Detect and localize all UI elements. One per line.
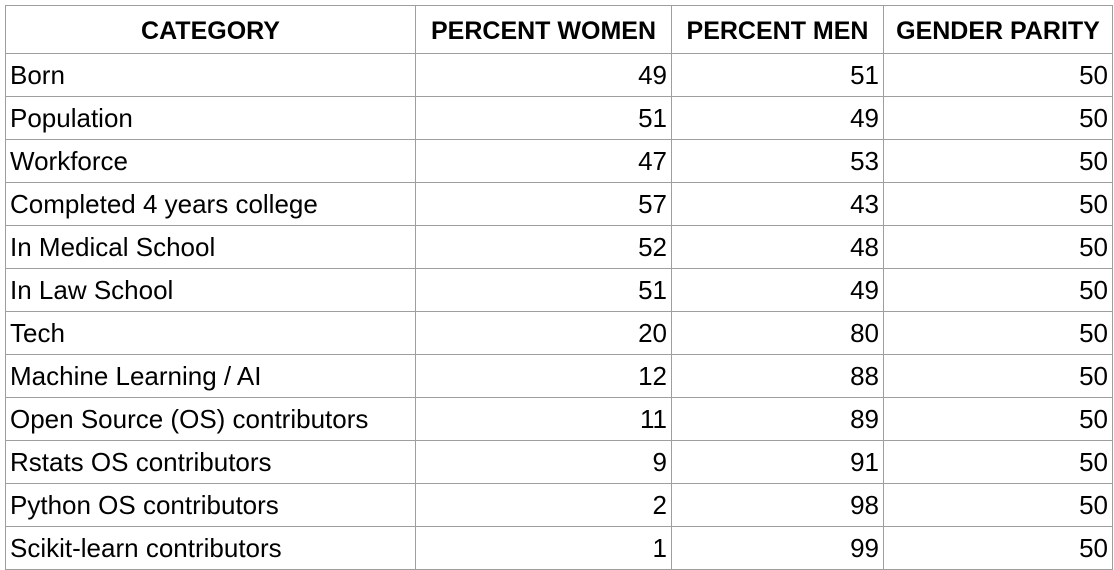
cell-gender-parity[interactable]: 50 bbox=[883, 182, 1113, 226]
cell-percent-men[interactable]: 53 bbox=[671, 139, 884, 183]
cell-category[interactable]: Completed 4 years college bbox=[5, 182, 416, 226]
cell-percent-women[interactable]: 12 bbox=[415, 354, 672, 398]
cell-category[interactable]: Workforce bbox=[5, 139, 416, 183]
cell-percent-men[interactable]: 91 bbox=[671, 440, 884, 484]
header-percent-women[interactable]: PERCENT WOMEN bbox=[415, 5, 672, 54]
cell-percent-women[interactable]: 57 bbox=[415, 182, 672, 226]
cell-gender-parity[interactable]: 50 bbox=[883, 53, 1113, 97]
table-row: Open Source (OS) contributors 11 89 50 bbox=[5, 397, 1113, 441]
cell-category[interactable]: Born bbox=[5, 53, 416, 97]
cell-percent-men[interactable]: 49 bbox=[671, 268, 884, 312]
cell-category[interactable]: Scikit-learn contributors bbox=[5, 526, 416, 570]
table-row: In Medical School 52 48 50 bbox=[5, 225, 1113, 269]
cell-gender-parity[interactable]: 50 bbox=[883, 526, 1113, 570]
cell-percent-men[interactable]: 89 bbox=[671, 397, 884, 441]
cell-percent-women[interactable]: 47 bbox=[415, 139, 672, 183]
cell-percent-women[interactable]: 51 bbox=[415, 268, 672, 312]
table-row: Workforce 47 53 50 bbox=[5, 139, 1113, 183]
cell-category[interactable]: Python OS contributors bbox=[5, 483, 416, 527]
cell-percent-men[interactable]: 88 bbox=[671, 354, 884, 398]
cell-percent-women[interactable]: 20 bbox=[415, 311, 672, 355]
cell-percent-men[interactable]: 49 bbox=[671, 96, 884, 140]
cell-percent-women[interactable]: 49 bbox=[415, 53, 672, 97]
cell-category[interactable]: Tech bbox=[5, 311, 416, 355]
table-row: Population 51 49 50 bbox=[5, 96, 1113, 140]
cell-percent-men[interactable]: 98 bbox=[671, 483, 884, 527]
table-row: Tech 20 80 50 bbox=[5, 311, 1113, 355]
cell-gender-parity[interactable]: 50 bbox=[883, 268, 1113, 312]
cell-percent-women[interactable]: 51 bbox=[415, 96, 672, 140]
table-row: Rstats OS contributors 9 91 50 bbox=[5, 440, 1113, 484]
data-table: CATEGORY PERCENT WOMEN PERCENT MEN GENDE… bbox=[5, 5, 1113, 570]
cell-category[interactable]: In Law School bbox=[5, 268, 416, 312]
cell-gender-parity[interactable]: 50 bbox=[883, 311, 1113, 355]
header-percent-men[interactable]: PERCENT MEN bbox=[671, 5, 884, 54]
cell-category[interactable]: Open Source (OS) contributors bbox=[5, 397, 416, 441]
cell-percent-women[interactable]: 1 bbox=[415, 526, 672, 570]
table-row: Scikit-learn contributors 1 99 50 bbox=[5, 526, 1113, 570]
cell-category[interactable]: Rstats OS contributors bbox=[5, 440, 416, 484]
header-row: CATEGORY PERCENT WOMEN PERCENT MEN GENDE… bbox=[5, 5, 1113, 54]
table-row: In Law School 51 49 50 bbox=[5, 268, 1113, 312]
cell-percent-men[interactable]: 51 bbox=[671, 53, 884, 97]
cell-gender-parity[interactable]: 50 bbox=[883, 225, 1113, 269]
header-gender-parity[interactable]: GENDER PARITY bbox=[883, 5, 1113, 54]
cell-gender-parity[interactable]: 50 bbox=[883, 440, 1113, 484]
table-row: Machine Learning / AI 12 88 50 bbox=[5, 354, 1113, 398]
cell-category[interactable]: Machine Learning / AI bbox=[5, 354, 416, 398]
table-row: Born 49 51 50 bbox=[5, 53, 1113, 97]
table-row: Completed 4 years college 57 43 50 bbox=[5, 182, 1113, 226]
cell-percent-women[interactable]: 9 bbox=[415, 440, 672, 484]
cell-percent-women[interactable]: 2 bbox=[415, 483, 672, 527]
cell-percent-men[interactable]: 80 bbox=[671, 311, 884, 355]
table-body: Born 49 51 50 Population 51 49 50 Workforce 47 53 5… bbox=[5, 53, 1113, 570]
cell-category[interactable]: Population bbox=[5, 96, 416, 140]
cell-gender-parity[interactable]: 50 bbox=[883, 139, 1113, 183]
header-category[interactable]: CATEGORY bbox=[5, 5, 416, 54]
cell-percent-men[interactable]: 43 bbox=[671, 182, 884, 226]
cell-gender-parity[interactable]: 50 bbox=[883, 96, 1113, 140]
cell-category[interactable]: In Medical School bbox=[5, 225, 416, 269]
table-row: Python OS contributors 2 98 50 bbox=[5, 483, 1113, 527]
cell-percent-men[interactable]: 48 bbox=[671, 225, 884, 269]
cell-percent-women[interactable]: 52 bbox=[415, 225, 672, 269]
cell-percent-men[interactable]: 99 bbox=[671, 526, 884, 570]
cell-gender-parity[interactable]: 50 bbox=[883, 483, 1113, 527]
cell-gender-parity[interactable]: 50 bbox=[883, 397, 1113, 441]
cell-gender-parity[interactable]: 50 bbox=[883, 354, 1113, 398]
cell-percent-women[interactable]: 11 bbox=[415, 397, 672, 441]
